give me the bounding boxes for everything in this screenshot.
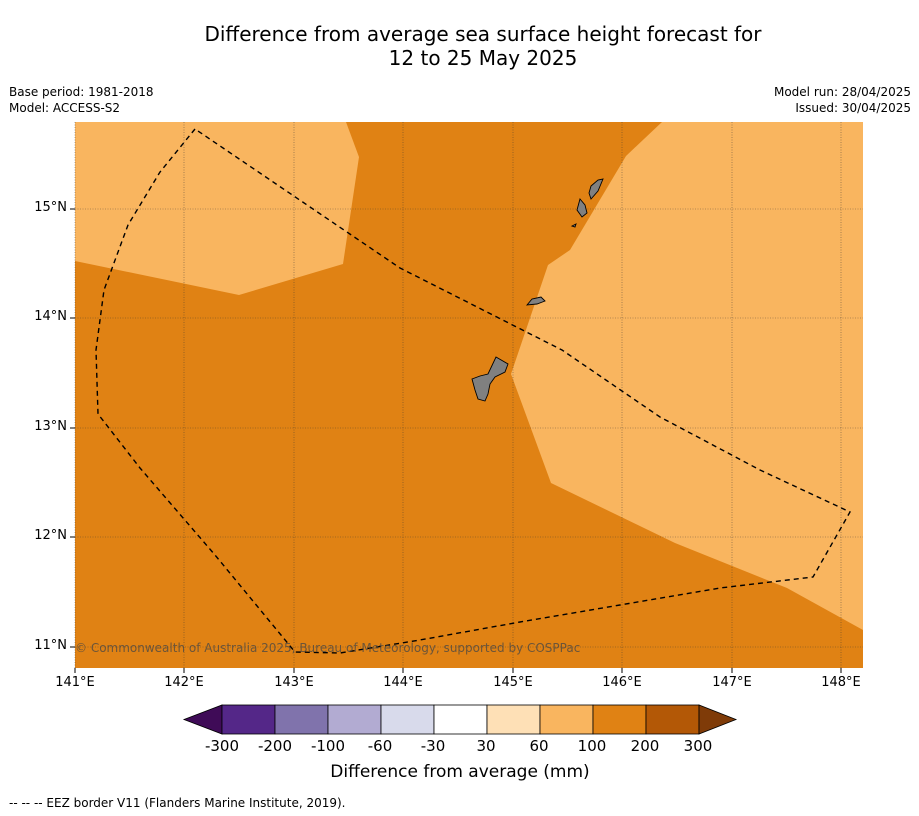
aguijan-islet xyxy=(570,223,577,228)
tick-marks xyxy=(70,208,842,673)
colorbar-title: Difference from average (mm) xyxy=(330,762,590,782)
copyright-notice: © Commonwealth of Australia 2025, Bureau… xyxy=(75,641,581,655)
model-name: Model: ACCESS-S2 xyxy=(9,101,121,115)
colorbar-segment xyxy=(433,704,488,735)
lon-label-143e: 143°E xyxy=(274,675,314,690)
colorbar-segment xyxy=(274,704,329,735)
rota-island xyxy=(525,296,546,306)
lon-label-142e: 142°E xyxy=(164,675,204,690)
colorbar-label: -30 xyxy=(420,737,446,755)
issued-date: Issued: 30/04/2025 xyxy=(795,101,911,115)
colorbar-segment xyxy=(380,704,435,735)
colorbar-label: 60 xyxy=(529,737,549,755)
graticule xyxy=(74,122,863,668)
colorbar-segment xyxy=(327,704,382,735)
colorbar-label: -60 xyxy=(367,737,393,755)
lon-label-141e: 141°E xyxy=(55,675,95,690)
colorbar-segment xyxy=(486,704,541,735)
model-run: Model run: 28/04/2025 xyxy=(773,85,911,99)
colorbar-extend-min xyxy=(182,704,223,735)
lon-label-146e: 146°E xyxy=(602,675,642,690)
colorbar-label: 300 xyxy=(683,737,713,755)
title-line-2: 12 to 25 May 2025 xyxy=(388,46,578,70)
lighter-anomaly-nw xyxy=(75,122,359,295)
lighter-anomaly-east xyxy=(511,122,863,630)
lon-label-147e: 147°E xyxy=(712,675,752,690)
lat-label-11n: 11°N xyxy=(34,638,67,653)
chart-title: Difference from average sea surface heig… xyxy=(0,22,919,70)
colorbar-segment xyxy=(539,704,594,735)
lat-label-13n: 13°N xyxy=(34,419,67,434)
colorbar-segment xyxy=(221,704,276,735)
colorbar-label: -100 xyxy=(310,737,346,755)
title-line-1: Difference from average sea surface heig… xyxy=(204,22,762,46)
saipan-island xyxy=(588,178,604,200)
lon-label-145e: 145°E xyxy=(493,675,533,690)
colorbar-label: 30 xyxy=(476,737,496,755)
meta-right: Model run: 28/04/2025 Issued: 30/04/2025 xyxy=(774,84,911,116)
tinian-island xyxy=(576,198,588,218)
islands xyxy=(471,178,604,402)
colorbar-label: 200 xyxy=(630,737,660,755)
lon-label-148e: 148°E xyxy=(821,675,861,690)
colorbar-label: -300 xyxy=(204,737,240,755)
lat-label-14n: 14°N xyxy=(34,309,67,324)
colorbar-label: -200 xyxy=(257,737,293,755)
base-period: Base period: 1981-2018 xyxy=(9,85,154,99)
colorbar-label: 100 xyxy=(577,737,607,755)
colorbar-extend-max xyxy=(698,704,738,735)
colorbar-segment xyxy=(592,704,647,735)
eez-footnote: -- -- -- EEZ border V11 (Flanders Marine… xyxy=(9,796,346,810)
colorbar-segment xyxy=(645,704,700,735)
meta-left: Base period: 1981-2018 Model: ACCESS-S2 xyxy=(9,84,154,116)
lat-label-12n: 12°N xyxy=(34,528,67,543)
lon-label-144e: 144°E xyxy=(383,675,423,690)
lat-label-15n: 15°N xyxy=(34,200,67,215)
guam-island xyxy=(471,356,509,402)
